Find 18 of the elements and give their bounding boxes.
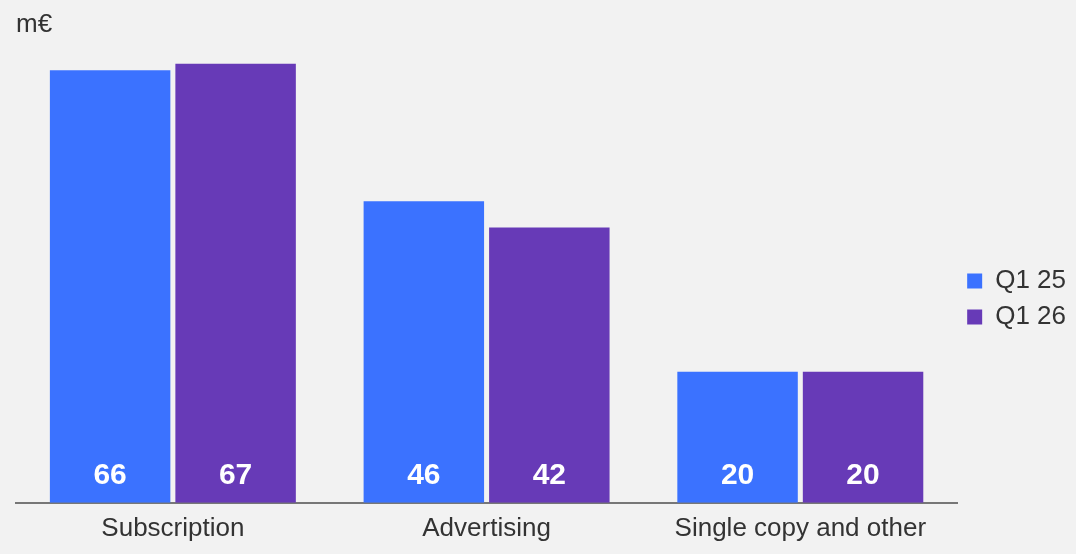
data-label: 42: [532, 457, 567, 491]
x-tick-label: Single copy and other: [674, 511, 927, 542]
bar: [802, 371, 924, 503]
x-tick-label: Subscription: [101, 511, 245, 542]
legend-label: Q1 26: [995, 300, 1066, 331]
chart-subtitle: m€: [16, 8, 53, 39]
data-label: 66: [93, 457, 127, 491]
data-label: 20: [720, 457, 755, 491]
x-tick-label: Advertising: [422, 511, 551, 542]
bar: [175, 63, 296, 503]
bar: [363, 201, 485, 503]
data-label: 67: [218, 457, 253, 491]
data-label: 46: [407, 457, 441, 491]
bar: [49, 70, 171, 503]
legend-label: Q1 25: [995, 264, 1066, 295]
data-label: 20: [846, 457, 880, 491]
bar: [489, 227, 610, 503]
bar: [677, 371, 798, 503]
